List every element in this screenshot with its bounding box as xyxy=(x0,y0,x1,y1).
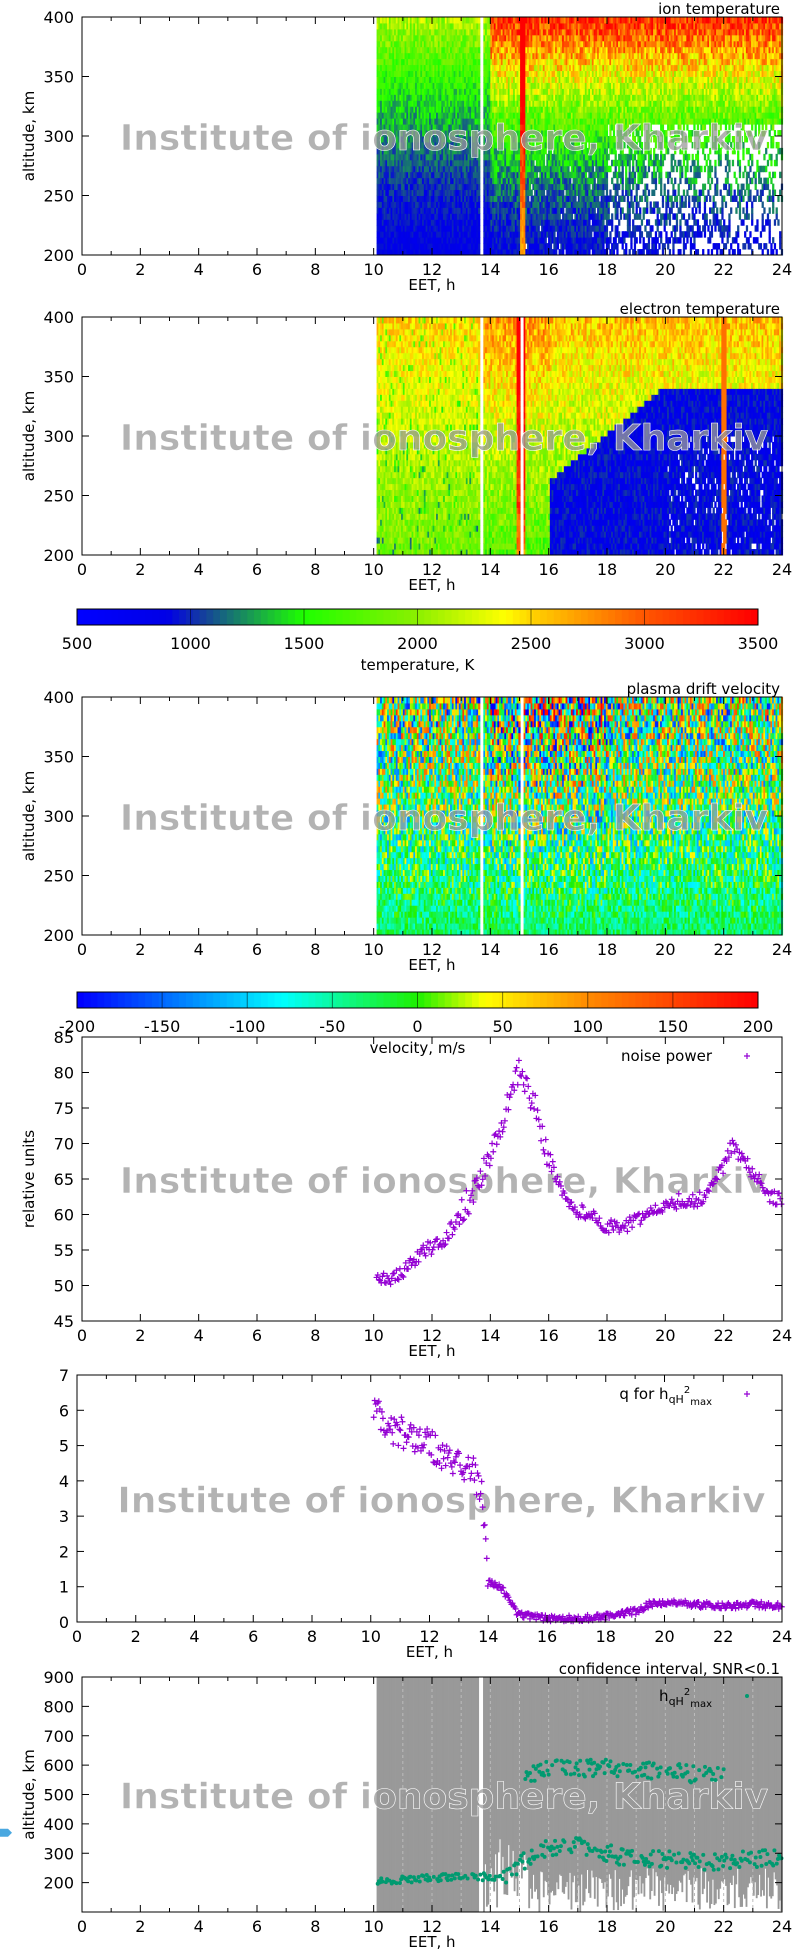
heatmap-cell xyxy=(478,41,480,47)
heatmap-cell xyxy=(478,100,480,106)
heatmap-cell xyxy=(562,207,564,213)
heatmap-cell xyxy=(571,213,573,219)
heatmap-cell xyxy=(478,219,480,225)
heatmap-cell xyxy=(478,77,480,83)
heatmap-cell xyxy=(478,225,480,231)
heatmap-cell xyxy=(478,29,480,35)
heatmap-cell xyxy=(553,231,555,237)
heatmap-cell xyxy=(478,35,480,41)
heatmap-cell xyxy=(478,213,480,219)
heatmap-cell xyxy=(594,207,596,213)
heatmap-cell xyxy=(569,178,571,184)
heatmap-cell xyxy=(478,71,480,77)
heatmap-cell xyxy=(478,207,480,213)
heatmap-cell xyxy=(562,190,564,196)
heatmap-cell xyxy=(559,213,561,219)
heatmap-cell xyxy=(478,231,480,237)
heatmap-cell xyxy=(585,172,587,178)
heatmap-cell xyxy=(550,243,552,249)
heatmap-cell xyxy=(543,160,545,166)
heatmap-cell xyxy=(478,178,480,184)
heatmap-cell xyxy=(524,243,526,249)
heatmap-cell xyxy=(478,47,480,53)
heatmap-cell xyxy=(478,184,480,190)
heatmap-cell xyxy=(588,184,590,190)
heatmap-cell xyxy=(597,196,599,202)
heatmap-cell xyxy=(478,160,480,166)
heatmap-cell xyxy=(557,243,559,249)
heatmap-cell xyxy=(527,196,529,202)
heatmap-cell xyxy=(478,190,480,196)
heatmap-cell xyxy=(478,88,480,94)
heatmap-cell xyxy=(590,231,592,237)
heatmap-cell xyxy=(478,65,480,71)
heatmap-cell xyxy=(478,53,480,59)
heatmap-cell xyxy=(538,225,540,231)
heatmap-cell xyxy=(478,166,480,172)
heatmap-cell xyxy=(588,219,590,225)
heatmap-cell xyxy=(478,17,480,23)
heatmap-cell xyxy=(545,237,547,243)
heatmap-cell xyxy=(532,160,534,166)
heatmap-cell xyxy=(478,243,480,249)
heatmap-cell xyxy=(543,190,545,196)
heatmap-cell xyxy=(567,166,569,172)
heatmap-cell xyxy=(478,106,480,112)
heatmap-cell xyxy=(478,23,480,29)
heatmap-cell xyxy=(531,190,533,196)
heatmap-cell xyxy=(478,82,480,88)
heatmap-cell xyxy=(536,172,538,178)
heatmap-cell xyxy=(478,196,480,202)
heatmap-cell xyxy=(478,172,480,178)
heatmap-cell xyxy=(478,59,480,65)
heatmap-cell xyxy=(478,94,480,100)
heatmap-cell xyxy=(594,178,596,184)
heatmap-cell xyxy=(478,201,480,207)
heatmap-cell xyxy=(478,237,480,243)
heatmap-cell xyxy=(574,196,576,202)
heatmap-cell xyxy=(529,184,531,190)
heatmap-cell xyxy=(592,166,594,172)
